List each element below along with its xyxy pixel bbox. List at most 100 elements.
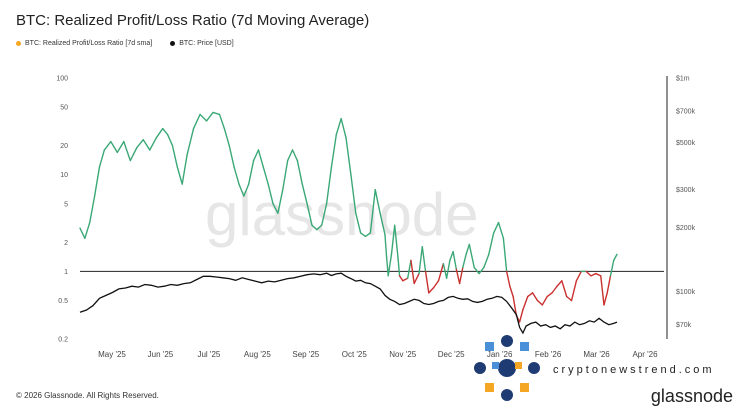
ratio-segment (462, 253, 467, 269)
brand-logo-text[interactable]: glassnode (650, 386, 733, 406)
right-tick-label: $70k (676, 322, 692, 329)
ratio-segment (509, 285, 514, 298)
ratio-segment (277, 188, 284, 214)
ratio-segment (89, 195, 96, 224)
ratio-segment (424, 270, 430, 294)
ratio-segment (330, 133, 338, 168)
ratio-segment (155, 127, 164, 139)
ratio-segment (385, 256, 389, 277)
ratio-segment (199, 113, 208, 122)
ratio-segment (181, 154, 188, 185)
ratio-segment (585, 270, 592, 277)
ratio-segment (103, 140, 112, 151)
legend-dot-ratio (16, 41, 21, 46)
left-tick-label: 100 (56, 76, 68, 83)
ratio-segment (497, 221, 505, 239)
ratio-segment (359, 232, 367, 238)
chart-title: BTC: Realized Profit/Loss Ratio (7d Movi… (16, 12, 370, 29)
ratio-segment (502, 237, 508, 273)
ratio-segment (570, 280, 578, 302)
ratio-segment (238, 183, 245, 197)
ratio-segment (355, 212, 362, 234)
left-axis: 100 50 20 10 5 2 1 0.5 0.2 (56, 76, 68, 344)
x-tick-label: Sep '25 (292, 350, 319, 359)
ratio-segment (282, 159, 289, 191)
logo-node-circle (501, 335, 513, 347)
ratio-segment (142, 139, 151, 151)
ratio-segment (176, 166, 183, 185)
ratio-segment (84, 221, 91, 239)
ratio-segment (98, 149, 106, 168)
ratio-segment (301, 183, 308, 205)
left-tick-label: 1 (64, 269, 68, 276)
ratio-segment (465, 243, 471, 256)
ratio-segment (546, 292, 553, 298)
right-tick-label: $100k (676, 289, 696, 296)
ratio-segment (468, 243, 475, 269)
ratio-segment (488, 232, 495, 256)
ratio-segment (437, 263, 445, 282)
logo-node-circle (501, 389, 513, 401)
ratio-segment (478, 266, 485, 275)
ratio-segment (410, 259, 415, 285)
series-ratio (79, 111, 618, 323)
ratio-segment (541, 295, 548, 306)
logo-node-circle (474, 362, 486, 374)
ratio-segment (531, 292, 539, 302)
ratio-segment (374, 188, 381, 214)
logo-node-square (485, 342, 494, 351)
ratio-segment (345, 137, 352, 176)
ratio-segment (556, 280, 563, 288)
right-tick-label: $300k (676, 187, 696, 194)
ratio-segment (561, 280, 568, 298)
ratio-segment (379, 212, 386, 236)
x-tick-label: May '25 (98, 350, 126, 359)
background-watermark: glassnode (205, 181, 479, 248)
ratio-segment (455, 268, 461, 285)
ratio-segment (350, 174, 357, 214)
ratio-segment (340, 117, 347, 139)
logo-node-square (515, 362, 522, 369)
right-tick-label: $1m (676, 76, 690, 83)
ratio-segment (413, 272, 420, 285)
ratio-segment (223, 127, 230, 147)
left-tick-label: 20 (60, 143, 68, 150)
ratio-segment (79, 227, 86, 239)
left-tick-label: 50 (60, 105, 68, 112)
ratio-segment (166, 133, 174, 147)
x-tick-label: Jul '25 (197, 350, 220, 359)
ratio-segment (186, 127, 195, 156)
ratio-segment (609, 259, 615, 277)
logo-node-square (520, 342, 529, 351)
ratio-segment (205, 111, 214, 122)
ratio-segment (518, 309, 524, 323)
legend-dot-price (170, 41, 176, 46)
ratio-segment (248, 159, 255, 185)
ratio-segment (522, 295, 529, 311)
x-axis: May '25 Jun '25 Jul '25 Aug '25 Sep '25 Oct '… (98, 350, 658, 359)
ratio-segment (123, 140, 131, 162)
legend: BTC: Realized Profit/Loss Ratio [7d sma]… (16, 40, 234, 47)
ratio-segment (316, 224, 323, 231)
ratio-segment (397, 256, 401, 277)
logo-node-square (492, 362, 499, 369)
x-tick-label: Nov '25 (389, 350, 416, 359)
ratio-segment (390, 224, 396, 256)
ratio-segment (116, 140, 125, 154)
ratio-segment (296, 159, 303, 185)
ratio-segment (162, 127, 169, 136)
ratio-segment (449, 250, 454, 262)
ratio-segment (311, 224, 318, 231)
ratio-segment (527, 292, 534, 298)
ratio-segment (492, 221, 500, 234)
x-tick-label: Apr '26 (632, 350, 658, 359)
legend-item-price[interactable]: BTC: Price [USD] (170, 40, 234, 47)
ratio-segment (257, 149, 265, 168)
ratio-segment (512, 295, 518, 317)
ratio-segment (603, 292, 608, 306)
legend-item-ratio[interactable]: BTC: Realized Profit/Loss Ratio [7d sma] (16, 40, 152, 47)
ratio-segment (505, 270, 511, 288)
site-watermark: cryptonewstrend.com (553, 364, 715, 376)
ratio-segment (110, 140, 119, 154)
